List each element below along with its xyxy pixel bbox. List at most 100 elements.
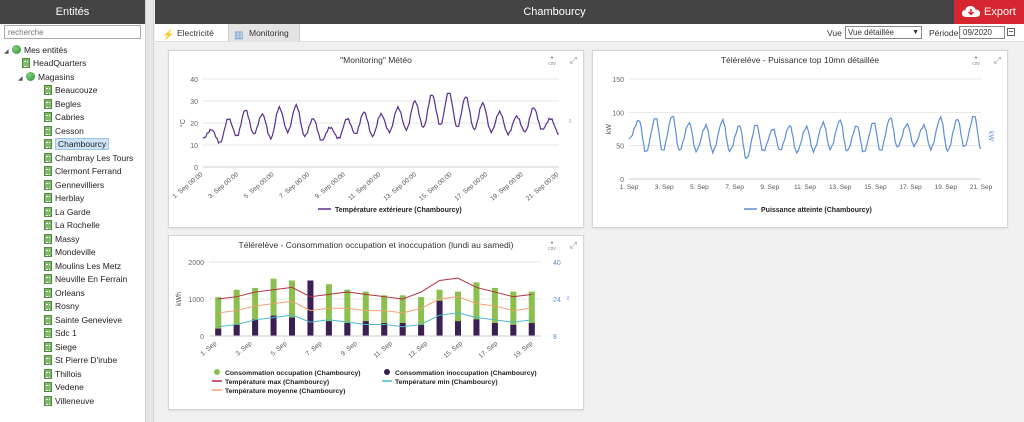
tree-item-store[interactable]: Siege — [44, 341, 77, 354]
legend-label: Température moyenne (Chambourcy) — [225, 388, 345, 395]
search-input[interactable] — [4, 25, 141, 39]
tree-item-store[interactable]: Rosny — [44, 300, 79, 313]
tree-root[interactable]: ◢ Mes entités — [4, 44, 67, 57]
building-icon — [44, 233, 52, 244]
legend-swatch — [214, 369, 220, 375]
legend-label: Consommation occupation (Chambourcy) — [225, 370, 361, 377]
tree-item-store[interactable]: Moulins Les Metz — [44, 260, 121, 273]
x-tick-label: 15. Sep — [442, 340, 464, 360]
tree-item-label: Herblay — [55, 193, 85, 203]
tree-item-store[interactable]: La Rochelle — [44, 219, 100, 232]
tree-item-magasins[interactable]: ◢ Magasins — [18, 71, 74, 84]
x-tick-label: 1. Sep — [620, 184, 639, 191]
tree-item-label: Siege — [55, 341, 77, 352]
bar-occupation — [325, 284, 332, 336]
bar-inoccupation — [307, 280, 314, 336]
y-tick-label: 100 — [612, 110, 624, 117]
tab-label: Monitoring — [249, 28, 289, 38]
tab-monitoring[interactable]: ▥ Monitoring — [228, 24, 300, 42]
y-tick-label: 2000 — [188, 260, 204, 267]
tree-item-store[interactable]: La Garde — [44, 206, 90, 219]
bar-inoccupation — [362, 321, 369, 336]
tab-electricite[interactable]: ⚡ Electricité — [157, 24, 227, 42]
tree-item-store[interactable]: Neuville En Ferrain — [44, 273, 127, 286]
export-button[interactable]: Export — [954, 0, 1024, 24]
bar-inoccupation — [233, 324, 240, 336]
tree-item-store[interactable]: Thillois — [44, 368, 81, 381]
tree-item-store[interactable]: Clermont Ferrand — [44, 165, 122, 178]
legend-label: Température max (Chambourcy) — [225, 379, 329, 386]
x-tick-label: 9. Sep — [340, 340, 359, 358]
chart-meteo: 0 10 20 30 40 1. Sep 00:00 3. Sep 00:00 5. Sep … — [172, 77, 573, 214]
building-icon — [44, 152, 52, 163]
y2-tick-label: 40 — [553, 260, 561, 267]
tree-item-store[interactable]: Sainte Genevieve — [44, 314, 122, 327]
tree-item-store[interactable]: Orleans — [44, 287, 85, 300]
tree-item-label: Cabries — [55, 112, 85, 122]
expand-icon[interactable]: ⤢ — [569, 240, 577, 250]
tree-item-label: Moulins Les Metz — [55, 260, 122, 271]
x-tick-label: 1. Sep — [199, 340, 218, 358]
tree-item-store[interactable]: Chambray Les Tours — [44, 152, 133, 165]
bar-inoccupation — [473, 319, 480, 336]
building-icon — [44, 166, 52, 176]
globe-icon — [12, 45, 21, 54]
x-tick-label: 5. Sep — [270, 340, 289, 358]
bar-inoccupation — [215, 328, 222, 336]
tree-item-store[interactable]: Beaucouze — [44, 84, 98, 97]
building-icon — [44, 98, 52, 109]
calendar-icon[interactable] — [1007, 28, 1015, 36]
tree-item-store[interactable]: Begles — [44, 98, 81, 111]
csv-download-button[interactable]: ● csv — [972, 55, 980, 67]
x-tick-label: 7. Sep — [725, 184, 744, 191]
periode-input[interactable]: 09/2020 — [959, 26, 1005, 39]
globe-icon — [26, 72, 35, 81]
tree-item-label: Thillois — [55, 368, 82, 379]
tree-item-label: Gennevilliers — [55, 179, 105, 190]
building-icon — [44, 139, 52, 149]
tree-item-label: Orleans — [55, 287, 85, 298]
tree-item-store[interactable]: Massy — [44, 233, 80, 246]
x-tick-label: 5. Sep 00:00 — [243, 171, 276, 200]
csv-download-button[interactable]: ● csv — [548, 240, 556, 252]
x-tick-label: 3. Sep 00:00 — [207, 171, 240, 200]
vue-select[interactable]: Vue détaillée ▼ — [845, 26, 922, 39]
tree-item-store[interactable]: St Pierre D'irube — [44, 354, 117, 367]
x-tick-label: 11. Sep 00:00 — [347, 171, 382, 202]
x-tick-label: 5. Sep — [690, 184, 709, 191]
expand-icon[interactable]: ⤢ — [993, 55, 1001, 65]
tree-item-store[interactable]: Gennevilliers — [44, 179, 104, 192]
sidebar-scrollbar[interactable] — [146, 0, 154, 422]
tree-item-store[interactable]: Villeneuve — [44, 395, 94, 408]
bar-occupation — [399, 295, 406, 336]
tree-item-store[interactable]: Cabries — [44, 111, 84, 124]
bar-inoccupation — [270, 315, 277, 336]
bar-occupation — [510, 291, 517, 336]
collapse-icon[interactable]: ◢ — [4, 49, 9, 55]
tree-item-store[interactable]: Cesson — [44, 125, 84, 138]
x-tick-label: 9. Sep 00:00 — [314, 171, 347, 200]
chart-conso: 0 1000 2000 8 24 40 kWh ♁ 1. Sep 3. Sep 5. Sep 7. S… — [176, 260, 571, 395]
legend-label: Température extérieure (Chambourcy) — [335, 207, 462, 214]
panel-tools: ● csv ⤢ — [547, 55, 577, 69]
panel-conso: Télérelève - Consommation occupation et … — [168, 235, 584, 410]
csv-download-button[interactable]: ● csv — [548, 55, 556, 67]
bar-occupation — [362, 291, 369, 336]
tree-item-store[interactable]: Sdc 1 — [44, 327, 77, 340]
x-tick-label: 13. Sep — [407, 340, 429, 360]
tree-item-store[interactable]: Mondeville — [44, 246, 96, 259]
tree-item-store[interactable]: Herblay — [44, 192, 84, 205]
building-icon — [44, 328, 52, 338]
tree-item-headquarters[interactable]: HeadQuarters — [22, 57, 86, 70]
building-icon — [44, 179, 52, 190]
x-tick-label: 13. Sep — [829, 184, 852, 191]
tree-item-store[interactable]: Vedene — [44, 381, 84, 394]
x-tick-label: 17. Sep 00:00 — [454, 171, 490, 203]
collapse-icon[interactable]: ◢ — [18, 76, 23, 82]
y-tick-label: 0 — [620, 177, 624, 184]
bar-inoccupation — [325, 321, 332, 336]
building-icon — [44, 314, 52, 325]
tree-item-store[interactable]: Chambourcy — [44, 138, 110, 151]
expand-icon[interactable]: ⤢ — [569, 55, 577, 65]
building-icon — [44, 260, 52, 271]
